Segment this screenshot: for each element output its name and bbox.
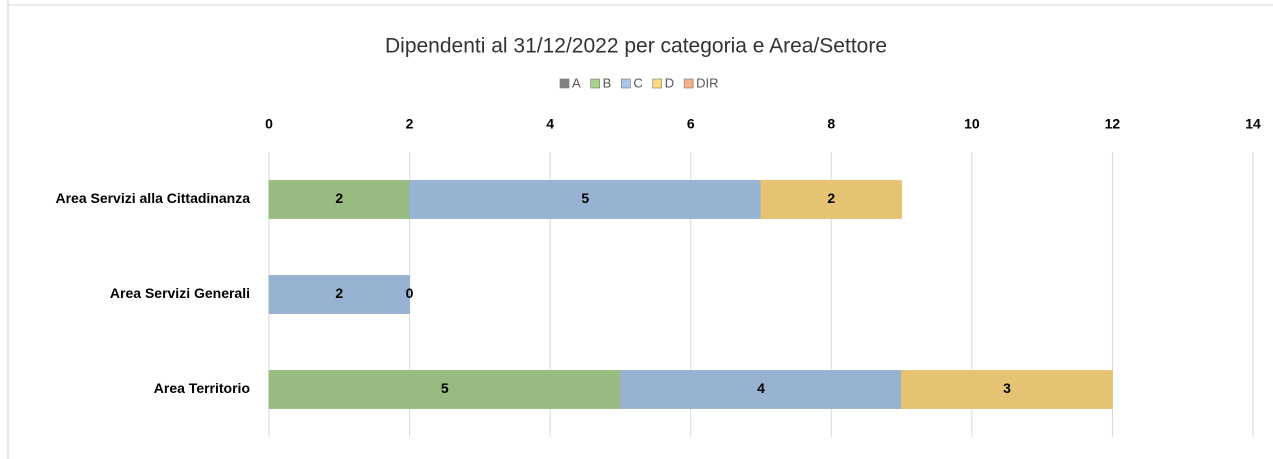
bar-segment	[901, 370, 1113, 409]
data-label: 0	[406, 285, 414, 301]
x-tick-label: 0	[265, 116, 273, 132]
bar-segment	[268, 370, 621, 409]
chart-title: Dipendenti al 31/12/2022 per categoria e…	[385, 35, 887, 58]
bar-segment	[760, 180, 903, 219]
data-label: 4	[757, 380, 765, 396]
x-tick-label: 6	[687, 116, 695, 132]
legend-label: D	[665, 75, 674, 90]
data-label: 2	[335, 285, 343, 301]
legend-swatch	[652, 78, 663, 89]
bar-segment	[268, 275, 411, 314]
legend-swatch	[590, 78, 600, 89]
legend-label: B	[603, 75, 612, 90]
x-tick-label: 14	[1245, 116, 1261, 132]
legend-label: A	[572, 75, 581, 90]
legend-label: C	[633, 75, 642, 90]
y-tick-label: Area Servizi alla Cittadinanza	[55, 190, 250, 206]
y-tick-label: Area Servizi Generali	[110, 285, 250, 301]
legend-swatch	[621, 78, 631, 89]
data-label: 2	[335, 190, 343, 206]
x-tick-label: 2	[406, 116, 414, 132]
y-tick-label: Area Territorio	[154, 380, 250, 396]
data-label: 3	[1003, 380, 1011, 396]
x-tick-label: 8	[827, 116, 835, 132]
x-tick-label: 4	[546, 116, 554, 132]
x-tick-label: 10	[964, 116, 980, 132]
bar-segment	[619, 370, 903, 409]
data-label: 5	[581, 190, 589, 206]
legend-swatch	[559, 78, 570, 89]
legend-label: DIR	[696, 75, 718, 90]
data-label: 5	[441, 380, 449, 396]
data-label: 2	[827, 190, 835, 206]
x-tick-label: 12	[1105, 116, 1121, 132]
bar-segment	[409, 180, 762, 219]
legend-swatch	[683, 78, 694, 89]
